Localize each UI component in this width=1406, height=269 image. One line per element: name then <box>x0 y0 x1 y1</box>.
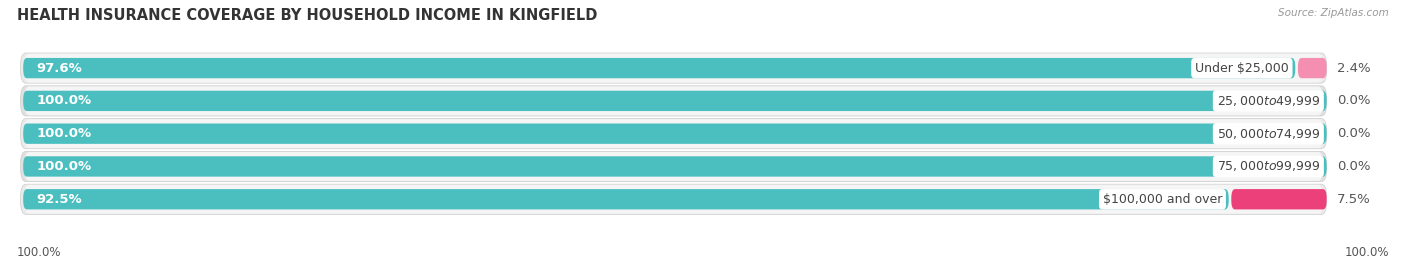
Text: 100.0%: 100.0% <box>37 160 91 173</box>
Text: 0.0%: 0.0% <box>1337 94 1371 107</box>
Text: 0.0%: 0.0% <box>1337 160 1371 173</box>
FancyBboxPatch shape <box>1298 58 1327 78</box>
FancyBboxPatch shape <box>24 189 1229 210</box>
FancyBboxPatch shape <box>24 86 1323 115</box>
FancyBboxPatch shape <box>21 119 1327 149</box>
FancyBboxPatch shape <box>24 54 1323 83</box>
Text: 97.6%: 97.6% <box>37 62 82 75</box>
Text: $50,000 to $74,999: $50,000 to $74,999 <box>1216 127 1320 141</box>
FancyBboxPatch shape <box>21 53 1327 83</box>
Text: $25,000 to $49,999: $25,000 to $49,999 <box>1216 94 1320 108</box>
Text: $75,000 to $99,999: $75,000 to $99,999 <box>1216 160 1320 174</box>
Text: 0.0%: 0.0% <box>1337 127 1371 140</box>
Text: Source: ZipAtlas.com: Source: ZipAtlas.com <box>1278 8 1389 18</box>
Text: 100.0%: 100.0% <box>37 94 91 107</box>
FancyBboxPatch shape <box>24 152 1323 181</box>
FancyBboxPatch shape <box>24 91 1327 111</box>
Text: 100.0%: 100.0% <box>37 127 91 140</box>
FancyBboxPatch shape <box>24 58 1295 78</box>
FancyBboxPatch shape <box>24 156 1327 177</box>
FancyBboxPatch shape <box>1232 189 1327 210</box>
FancyBboxPatch shape <box>21 151 1327 182</box>
FancyBboxPatch shape <box>21 86 1327 116</box>
Text: 7.5%: 7.5% <box>1337 193 1371 206</box>
Text: 100.0%: 100.0% <box>1344 246 1389 259</box>
Text: Under $25,000: Under $25,000 <box>1195 62 1289 75</box>
FancyBboxPatch shape <box>21 184 1327 214</box>
FancyBboxPatch shape <box>24 185 1323 214</box>
Text: 100.0%: 100.0% <box>17 246 62 259</box>
Text: 2.4%: 2.4% <box>1337 62 1371 75</box>
FancyBboxPatch shape <box>24 123 1327 144</box>
Text: 92.5%: 92.5% <box>37 193 82 206</box>
FancyBboxPatch shape <box>24 119 1323 148</box>
Text: $100,000 and over: $100,000 and over <box>1102 193 1222 206</box>
Text: HEALTH INSURANCE COVERAGE BY HOUSEHOLD INCOME IN KINGFIELD: HEALTH INSURANCE COVERAGE BY HOUSEHOLD I… <box>17 8 598 23</box>
